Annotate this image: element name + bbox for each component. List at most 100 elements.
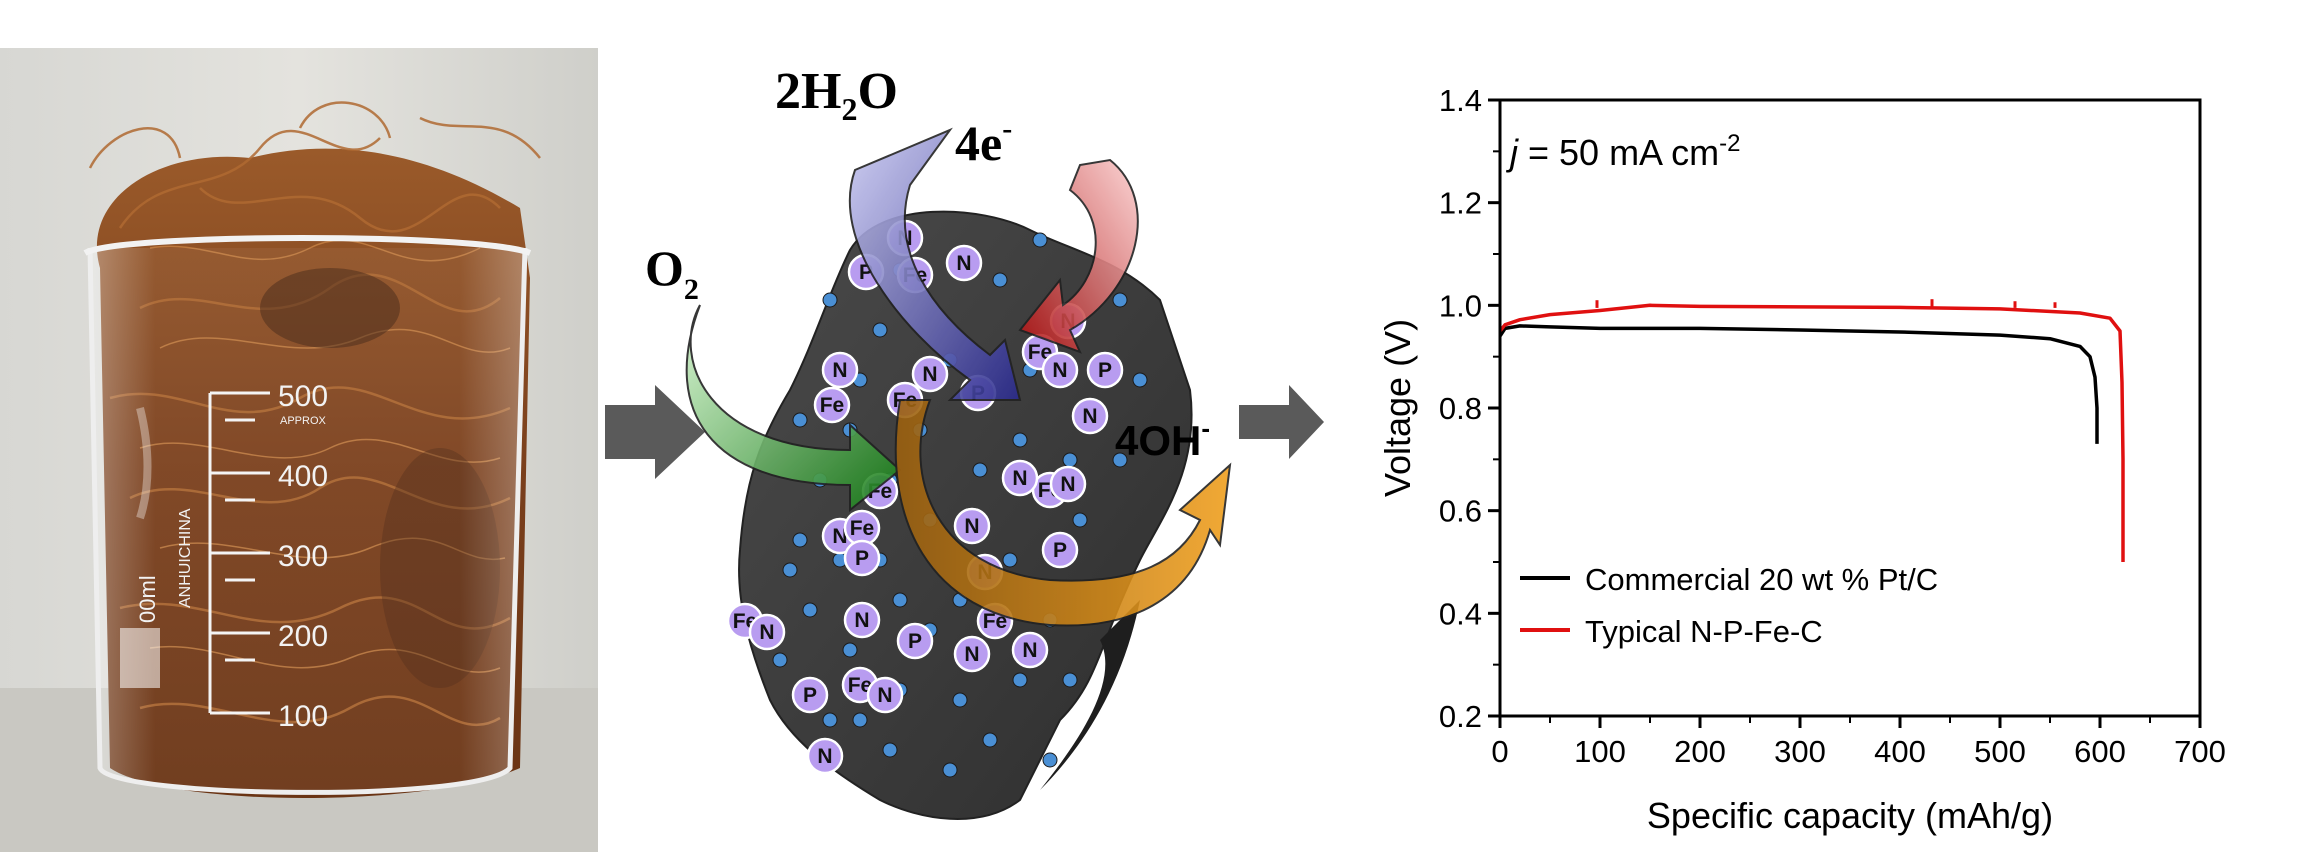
hydroxide-label-sup: - [1201,413,1210,443]
y-tick-label: 0.6 [1439,494,1482,529]
dopant-dot [872,322,888,338]
dopant-atom-n: N [1041,351,1079,389]
dopant-atom-p: P [1041,531,1079,569]
process-arrow-2-svg [1239,385,1324,459]
oxygen-label: O2 [645,240,699,306]
electron-arrow-icon [1018,158,1139,354]
dopant-atom-n: N [843,601,881,639]
electron-label-main: 4e [955,115,1002,171]
x-tick-label: 400 [1874,734,1926,769]
water-label-sub: 2 [841,91,857,127]
svg-text:N: N [877,684,892,707]
hydroxide-label-main: 4OH [1115,417,1201,464]
dopant-dot [982,732,998,748]
coconut-fiber-beaker-photo: 500 APPROX 400 300 200 100 ANHUICHINA 00… [0,48,598,852]
y-tick-label: 0.4 [1439,596,1482,631]
svg-text:Fe: Fe [850,517,875,540]
y-tick-label: 1.4 [1439,83,1482,118]
y-tick-label: 1.0 [1439,288,1482,323]
svg-text:N: N [832,525,847,548]
dopant-atom-p: P [896,622,934,660]
dopant-dot [772,652,788,668]
particle-shadow [1040,600,1140,790]
beaker-maker-text: ANHUICHINA [177,508,194,608]
oxygen-arrow-icon [685,304,902,513]
svg-text:P: P [1053,539,1067,562]
dopant-atom-n: N [1011,631,1049,669]
svg-text:P: P [855,547,869,570]
dopant-atom-p: P [791,676,829,714]
dopant-atom-n: N [953,507,991,545]
beaker-glass [87,247,528,795]
plot-frame [1498,98,2202,718]
dopant-dot [792,532,808,548]
dopant-dot [782,562,798,578]
grad-500: 500 [278,380,328,413]
dopant-atom-n: N [1071,397,1109,435]
plot-series [1498,299,2125,562]
dopant-atom-fe: Fe [813,386,851,424]
legend-label-npfec: Typical N-P-Fe-C [1585,614,1823,649]
hydroxide-arrow-icon [894,399,1232,627]
svg-text:N: N [1052,359,1067,382]
dopant-atom-n: N [911,355,949,393]
grad-100: 100 [278,700,328,733]
dopant-atom-n: N [806,737,844,775]
svg-text:Fe: Fe [848,674,873,697]
y-tick-label: 0.2 [1439,699,1482,734]
grad-200: 200 [278,620,328,653]
y-tick-label: 0.8 [1439,391,1482,426]
svg-text:P: P [908,630,922,653]
x-tick-label: 600 [2074,734,2126,769]
dopant-atom-n: N [1001,459,1039,497]
dopant-atom-p: P [843,539,881,577]
dopant-dot [972,462,988,478]
dopant-atom-n: N [953,635,991,673]
dopant-atom-p: P [1086,351,1124,389]
dopant-dot [1072,512,1088,528]
svg-text:N: N [1012,467,1027,490]
beaker-rim [83,235,532,256]
dopant-dot [892,592,908,608]
oxygen-label-main: O [645,240,684,296]
dopant-atom-n: N [821,351,859,389]
series-line-pt-c [1498,324,2099,444]
dopant-dot [802,602,818,618]
svg-text:P: P [803,684,817,707]
dopant-dot [1062,672,1078,688]
annotation-value: = 50 mA cm [1518,132,1719,173]
process-arrow-2-icon [1239,385,1324,459]
svg-text:N: N [832,359,847,382]
x-tick-label: 300 [1774,734,1826,769]
dopant-dot [1012,432,1028,448]
svg-text:N: N [817,745,832,768]
svg-text:N: N [922,363,937,386]
grad-400: 400 [278,460,328,493]
orr-mechanism-schematic: NPFeNNFeNPNNFePNFeFeNNFeNNFePNPFeNNPFeNN… [600,0,1324,852]
chart-canvas: 0 100 200 300 400 500 600 700 0.2 0.4 0.6 0.8 1.0 1.2… [1377,83,2226,836]
annotation-exponent: -2 [1719,130,1740,157]
x-axis-label: Specific capacity (mAh/g) [1647,795,2053,836]
oxygen-label-sub: 2 [684,273,699,306]
dopant-atom-fe: Fe [843,509,881,547]
graduation-labels: 500 APPROX 400 300 200 100 ANHUICHINA 00… [135,380,328,733]
dopant-dot [992,272,1008,288]
svg-text:N: N [964,643,979,666]
y-axis-label: Voltage (V) [1377,319,1418,497]
dopant-dot [792,412,808,428]
grad-300: 300 [278,540,328,573]
water-label-tail: O [857,63,897,120]
beaker-photo-illustration: 500 APPROX 400 300 200 100 ANHUICHINA 00… [0,48,598,852]
process-arrow-icon [605,385,705,479]
svg-text:P: P [1098,359,1112,382]
dopant-dot [1112,292,1128,308]
hydroxide-label: 4OH- [1115,413,1210,464]
dopant-dot [1032,232,1048,248]
annotation-symbol: j [1505,132,1519,173]
schematic-canvas: NPFeNNFeNPNNFePNFeFeNNFeNNFePNPFeNNPFeNN… [605,63,1232,820]
electron-label-sup: - [1002,112,1012,145]
graduation-lines [208,391,270,715]
current-density-annotation: j = 50 mA cm-2 [1505,130,1740,173]
dopant-atom-n: N [748,613,786,651]
svg-text:N: N [956,252,971,275]
